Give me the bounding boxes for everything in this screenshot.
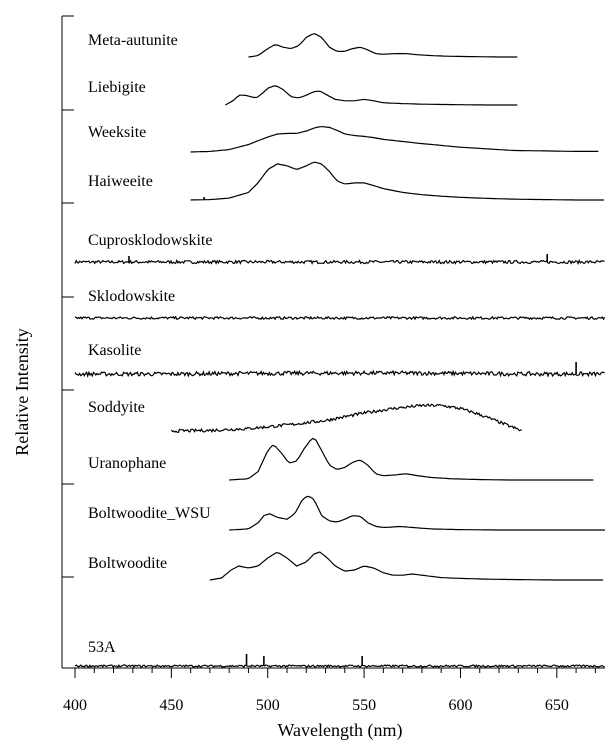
series-label-meta-autunite: Meta-autunite	[88, 32, 178, 49]
series-label-soddyite: Soddyite	[88, 399, 145, 416]
series-label-weeksite: Weeksite	[88, 124, 146, 141]
x-tick-label: 500	[256, 697, 280, 714]
x-tick-label: 400	[63, 697, 87, 714]
series-line-liebigite	[225, 85, 518, 106]
series-line-soddyite	[170, 403, 522, 434]
x-axis-label: Wavelength (nm)	[277, 720, 402, 741]
series-line-53a	[74, 664, 605, 669]
x-tick-label: 450	[159, 697, 183, 714]
x-tick-label: 600	[448, 697, 472, 714]
series-line-cuprosklodowskite	[74, 258, 605, 266]
series-line-sklodowskite	[74, 315, 606, 321]
series-label-53a: 53A	[88, 639, 116, 656]
series-label-boltwoodite: Boltwoodite	[88, 555, 167, 572]
series-label-uranophane: Uranophane	[88, 455, 166, 472]
series-label-sklodowskite: Sklodowskite	[88, 288, 175, 305]
y-axis-ticks	[62, 15, 74, 669]
x-tick-label: 550	[352, 697, 376, 714]
series-line-boltwoodite-wsu	[229, 495, 605, 531]
x-tick-label: 650	[545, 697, 569, 714]
y-axis-label: Relative Intensity	[12, 328, 32, 455]
spectra-lines	[74, 33, 606, 669]
series-line-uranophane	[229, 437, 594, 481]
series-label-kasolite: Kasolite	[88, 342, 141, 359]
series-line-boltwoodite	[209, 551, 604, 581]
series-labels: Meta-autunite Liebigite Weeksite Haiweeite C…	[88, 32, 212, 656]
series-line-haiweeite	[190, 161, 604, 201]
series-line-kasolite	[74, 369, 605, 378]
series-label-boltwoodite-wsu: Boltwoodite_WSU	[88, 505, 211, 522]
series-line-meta-autunite	[248, 33, 518, 58]
series-line-weeksite	[190, 126, 599, 153]
x-axis-ticks: 400 450 500 550 600 650	[63, 668, 596, 714]
series-label-liebigite: Liebigite	[88, 79, 146, 96]
series-label-cuprosklodowskite: Cuprosklodowskite	[88, 232, 212, 249]
series-label-haiweeite: Haiweeite	[88, 173, 153, 190]
